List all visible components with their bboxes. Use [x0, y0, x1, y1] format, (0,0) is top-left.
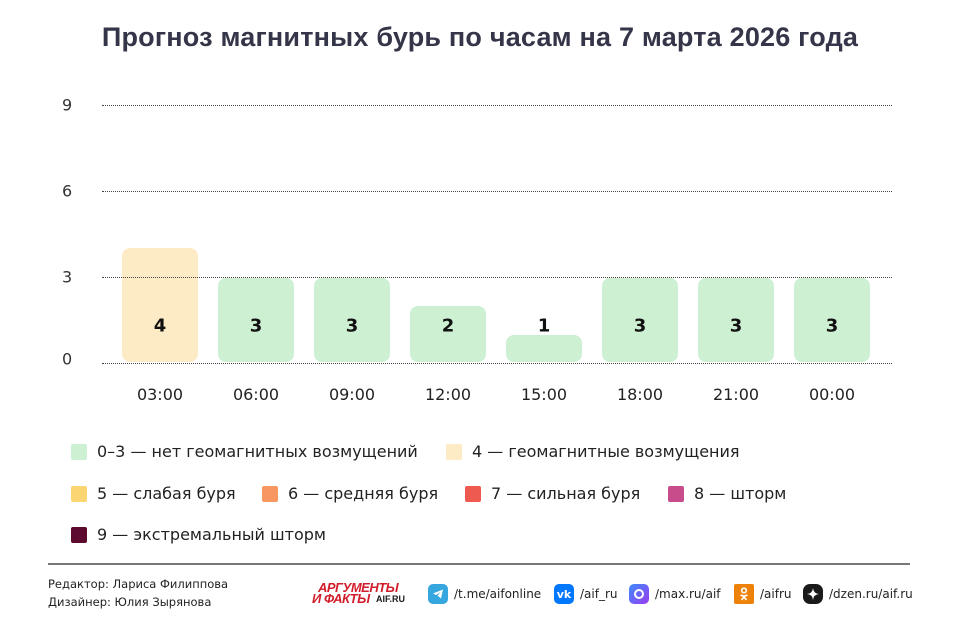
bar-value: 2 [441, 315, 455, 337]
social-label: /dzen.ru/aif.ru [829, 587, 913, 601]
editor-credit: Редактор: Лариса Филиппова [48, 577, 229, 591]
legend-label: 9 — экстремальный шторм [97, 525, 326, 544]
x-tick-label: 06:00 [232, 385, 280, 404]
bar-value: 1 [537, 315, 551, 337]
x-tick-label: 00:00 [808, 385, 856, 404]
max-icon [629, 584, 649, 604]
legend-item-0-3: 0–3 — нет геомагнитных возмущений [71, 442, 418, 461]
legend-swatch [71, 485, 87, 502]
designer-credit: Дизайнер: Юлия Зырянова [48, 595, 212, 609]
gridline-3 [102, 277, 892, 278]
bar-value: 4 [153, 315, 167, 337]
y-tick-0: 0 [62, 349, 73, 369]
legend-label: 7 — сильная буря [491, 484, 641, 503]
dzen-icon [803, 584, 823, 604]
legend-item-9: 9 — экстремальный шторм [71, 525, 326, 544]
social-link-max[interactable]: /max.ru/aif [629, 584, 721, 604]
x-tick-label: 12:00 [424, 385, 472, 404]
legend-item-7: 7 — сильная буря [465, 484, 640, 503]
logo-domain: AIF.RU [376, 594, 405, 604]
footer-divider [48, 563, 910, 565]
y-tick-3: 3 [62, 267, 73, 287]
legend-swatch [465, 485, 481, 502]
legend-item-8: 8 — шторм [668, 484, 786, 503]
bar-value: 3 [729, 315, 743, 337]
legend-swatch [446, 443, 462, 460]
bar-value: 3 [345, 315, 359, 337]
bar-value: 3 [633, 315, 647, 337]
social-label: /max.ru/aif [655, 587, 721, 601]
credits: Редактор: Лариса Филиппова Дизайнер: Юли… [48, 575, 228, 611]
logo-line1: АРГУМЕНТЫ [318, 580, 399, 595]
y-tick-9: 9 [62, 95, 73, 115]
bar-value: 3 [249, 315, 263, 337]
x-tick-label: 09:00 [328, 385, 376, 404]
bar-2100 [698, 278, 774, 362]
bar-0000 [794, 278, 870, 362]
bar-1500 [506, 335, 582, 362]
bar-0300 [122, 248, 198, 362]
legend-item-6: 6 — средняя буря [262, 484, 438, 503]
social-link-vk[interactable]: vk /aif_ru [554, 584, 618, 604]
legend-swatch [71, 526, 87, 543]
gridline-0 [102, 363, 892, 364]
bar-chart: 9 6 3 0 4 3 3 2 1 3 3 3 03:00 06:00 09:0… [62, 95, 892, 404]
x-tick-label: 21:00 [712, 385, 760, 404]
vk-icon: vk [554, 584, 574, 604]
y-tick-6: 6 [62, 181, 73, 201]
bar-0600 [218, 278, 294, 362]
x-tick-label: 15:00 [520, 385, 568, 404]
aif-logo[interactable]: АРГУМЕНТЫ И ФАКТЫ AIF.RU [312, 580, 416, 607]
bar-0900 [314, 278, 390, 362]
gridline-9 [102, 105, 892, 106]
legend-item-5: 5 — слабая буря [71, 484, 236, 503]
legend-swatch [71, 443, 87, 460]
bar-1200 [410, 306, 486, 362]
legend-label: 5 — слабая буря [97, 484, 236, 503]
social-label: /aifru [760, 587, 792, 601]
social-link-telegram[interactable]: /t.me/aifonline [428, 584, 541, 604]
bar-1800 [602, 278, 678, 362]
legend-label: 0–3 — нет геомагнитных возмущений [97, 442, 418, 461]
telegram-icon [428, 584, 448, 604]
legend-label: 4 — геомагнитные возмущения [472, 442, 740, 461]
legend-label: 8 — шторм [694, 484, 787, 503]
bar-value: 3 [825, 315, 839, 337]
odnoklassniki-icon [734, 584, 754, 604]
social-link-dzen[interactable]: /dzen.ru/aif.ru [803, 584, 913, 604]
social-label: /aif_ru [580, 587, 618, 601]
social-link-odnoklassniki[interactable]: /aifru [734, 584, 792, 604]
legend-label: 6 — средняя буря [288, 484, 439, 503]
gridline-6 [102, 191, 892, 192]
x-tick-label: 18:00 [616, 385, 664, 404]
logo-line2: И ФАКТЫ [312, 591, 370, 606]
x-tick-label: 03:00 [136, 385, 184, 404]
social-label: /t.me/aifonline [454, 587, 542, 601]
chart-title: Прогноз магнитных бурь по часам на 7 мар… [101, 22, 859, 52]
legend-swatch [668, 485, 684, 502]
legend-item-4: 4 — геомагнитные возмущения [446, 442, 740, 461]
legend-swatch [262, 485, 278, 502]
